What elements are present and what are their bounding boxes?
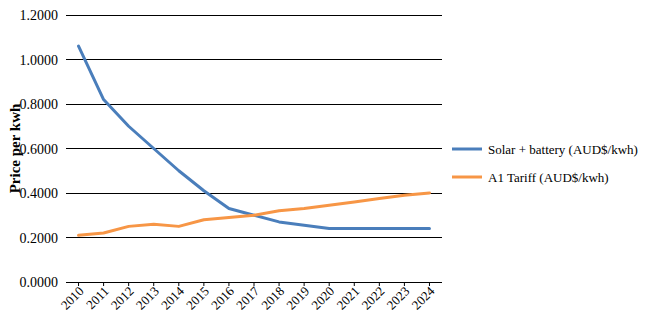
legend-label: Solar + battery (AUD$/kwh) xyxy=(488,142,638,157)
x-tick-label: 2014 xyxy=(158,283,187,312)
grid-line xyxy=(66,237,442,238)
x-tick xyxy=(329,282,330,286)
x-tick-label: 2017 xyxy=(233,283,262,312)
legend-swatch xyxy=(452,148,482,151)
x-tick xyxy=(279,282,280,286)
y-tick-label: 0.2000 xyxy=(20,231,59,246)
x-tick xyxy=(178,282,179,286)
grid-line xyxy=(66,193,442,194)
plot-area xyxy=(79,46,430,235)
x-tick-label: 2010 xyxy=(58,284,87,313)
x-tick xyxy=(354,282,355,286)
x-tick xyxy=(128,282,129,286)
x-tick-label: 2011 xyxy=(83,284,112,313)
x-tick xyxy=(429,282,430,286)
x-tick xyxy=(304,282,305,286)
x-tick-label: 2013 xyxy=(133,284,162,313)
x-tick-label: 2023 xyxy=(384,284,413,313)
y-tick-label: 1.2000 xyxy=(20,8,59,23)
x-tick xyxy=(404,282,405,286)
y-tick-label: 1.0000 xyxy=(20,53,59,68)
x-tick xyxy=(203,282,204,286)
grid-line xyxy=(66,148,442,149)
series-line xyxy=(79,193,430,235)
y-tick-label: 0.6000 xyxy=(20,142,59,157)
legend-swatch xyxy=(452,176,482,179)
x-tick xyxy=(78,282,79,286)
x-tick-label: 2019 xyxy=(283,284,312,313)
series-line xyxy=(79,46,430,228)
grid-line xyxy=(66,15,442,16)
y-tick-label: 0.0000 xyxy=(20,275,59,290)
x-tick-label: 2015 xyxy=(183,284,212,313)
y-tick-label: 0.4000 xyxy=(20,186,59,201)
x-tick-label: 2022 xyxy=(358,284,387,313)
grid-line xyxy=(66,59,442,60)
x-tick xyxy=(379,282,380,286)
grid-line xyxy=(66,104,442,105)
x-tick-label: 2024 xyxy=(409,283,438,312)
legend-label: A1 Tariff (AUD$/kwh) xyxy=(488,170,609,185)
x-tick-label: 2012 xyxy=(108,284,137,313)
x-tick-label: 2016 xyxy=(208,283,237,312)
x-tick xyxy=(103,282,104,286)
x-tick-label: 2018 xyxy=(258,284,287,313)
y-tick-label: 0.8000 xyxy=(20,97,59,112)
background xyxy=(0,0,668,329)
x-tick-label: 2021 xyxy=(333,284,362,313)
x-tick xyxy=(153,282,154,286)
y-axis-title: Price per kwh xyxy=(7,103,23,193)
x-tick xyxy=(254,282,255,286)
x-tick-label: 2020 xyxy=(308,284,337,313)
x-tick xyxy=(228,282,229,286)
